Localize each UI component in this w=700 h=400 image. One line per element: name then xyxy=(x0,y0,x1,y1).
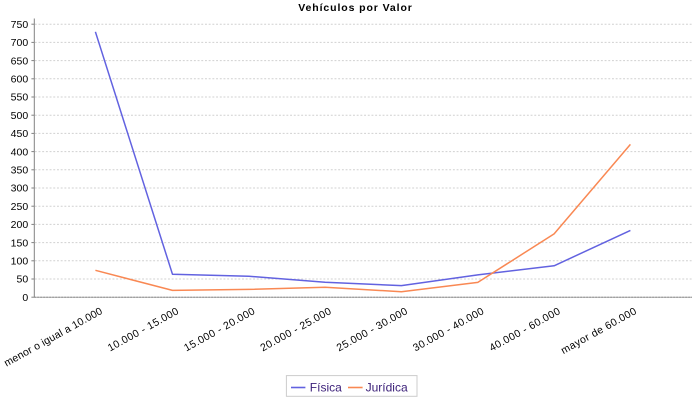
svg-text:350: 350 xyxy=(11,165,29,177)
svg-text:700: 700 xyxy=(11,37,29,49)
svg-text:0: 0 xyxy=(22,292,28,304)
svg-text:50: 50 xyxy=(17,274,29,286)
svg-text:450: 450 xyxy=(11,128,29,140)
svg-text:250: 250 xyxy=(11,201,29,213)
svg-text:650: 650 xyxy=(11,55,29,67)
svg-text:150: 150 xyxy=(11,237,29,249)
svg-text:100: 100 xyxy=(11,256,29,268)
svg-text:600: 600 xyxy=(11,74,29,86)
svg-text:500: 500 xyxy=(11,110,29,122)
svg-text:Física: Física xyxy=(310,381,342,395)
svg-text:750: 750 xyxy=(11,19,29,31)
svg-text:Jurídica: Jurídica xyxy=(366,381,408,395)
svg-text:550: 550 xyxy=(11,92,29,104)
svg-text:300: 300 xyxy=(11,183,29,195)
svg-text:400: 400 xyxy=(11,146,29,158)
svg-text:200: 200 xyxy=(11,219,29,231)
svg-text:Vehículos por Valor: Vehículos por Valor xyxy=(298,2,413,14)
